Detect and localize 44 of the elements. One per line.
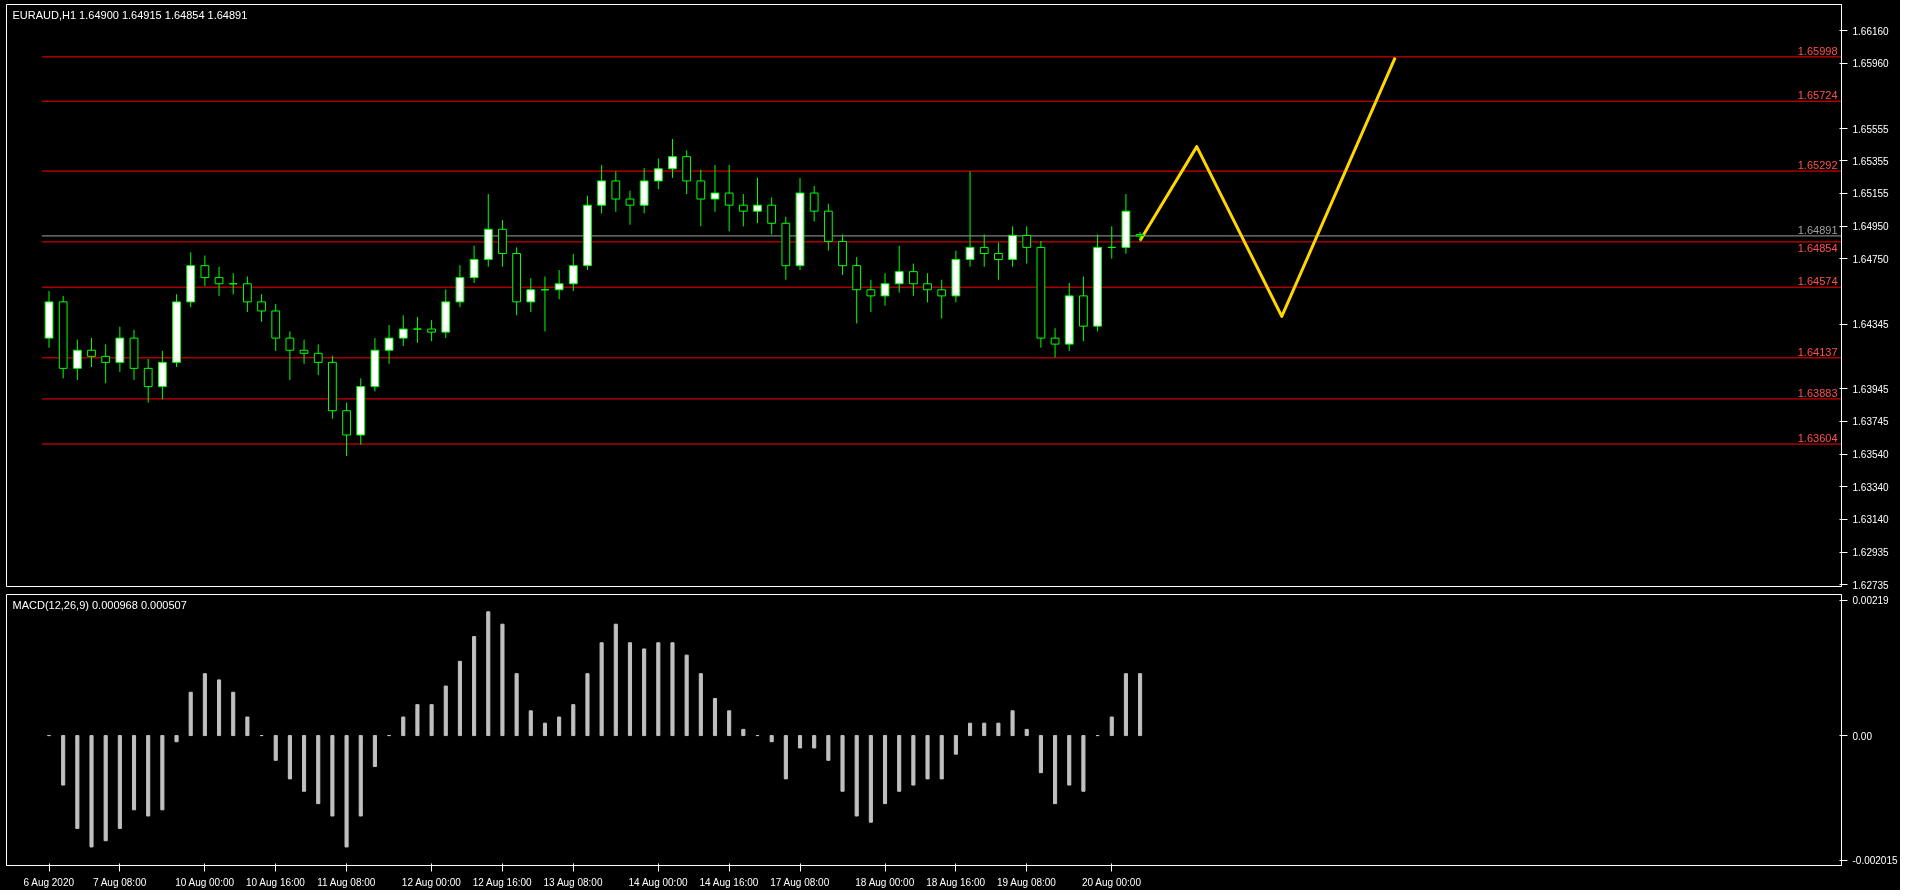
y-tick-label: 1.63745 — [1852, 416, 1890, 428]
ref-line-label: 1.65998 — [1797, 44, 1838, 57]
y-tick-label: 1.65355 — [1852, 155, 1890, 167]
ref-line-label: 1.65724 — [1797, 89, 1838, 102]
ref-line-label: 1.63604 — [1797, 432, 1838, 445]
x-tick-label: 10 Aug 00:00 — [175, 876, 235, 888]
ref-line-label: 1.64854 — [1797, 241, 1838, 254]
x-tick-label: 17 Aug 08:00 — [770, 876, 830, 888]
x-tick-label: 7 Aug 08:00 — [92, 876, 147, 888]
ref-line-label: 1.64574 — [1797, 275, 1838, 288]
x-tick-label: 6 Aug 2020 — [23, 876, 75, 888]
y-tick-label: 1.64750 — [1852, 253, 1890, 265]
x-tick-label: 20 Aug 00:00 — [1082, 876, 1142, 888]
ref-line-label: 1.65292 — [1797, 159, 1838, 172]
x-tick-label: 14 Aug 00:00 — [628, 876, 688, 888]
x-tick-label: 11 Aug 08:00 — [317, 876, 376, 888]
ref-line-label: 1.63883 — [1797, 386, 1838, 399]
y-tick-label: 1.63340 — [1852, 481, 1890, 493]
y-tick-label: 1.64345 — [1852, 319, 1890, 331]
x-tick-label: 13 Aug 08:00 — [543, 876, 603, 888]
y-tick-label: 1.65155 — [1852, 188, 1890, 200]
y-tick-label: 1.62935 — [1852, 547, 1890, 559]
x-tick-label: 18 Aug 16:00 — [926, 876, 986, 888]
y-tick-label: 1.66160 — [1852, 25, 1890, 37]
y-tick-label: 0.00 — [1852, 730, 1873, 742]
ref-line-label: 1.64891 — [1797, 223, 1838, 236]
x-tick-label: 10 Aug 16:00 — [245, 876, 306, 888]
x-tick-label: 14 Aug 16:00 — [699, 876, 759, 888]
y-tick-label: -0.002015 — [1852, 855, 1898, 867]
ref-line-label: 1.64137 — [1797, 345, 1838, 358]
y-tick-label: 0.00219 — [1852, 595, 1890, 607]
y-tick-label: 1.63140 — [1852, 514, 1890, 526]
y-tick-label: 1.62735 — [1852, 579, 1890, 591]
chart-title: EURAUD,H1 1.64900 1.64915 1.64854 1.64891 — [12, 8, 248, 21]
x-tick-label: 12 Aug 16:00 — [472, 876, 533, 888]
x-tick-label: 18 Aug 00:00 — [855, 876, 915, 888]
y-tick-label: 1.65960 — [1852, 58, 1890, 70]
x-tick-label: 12 Aug 00:00 — [401, 876, 462, 888]
y-tick-label: 1.65555 — [1852, 123, 1890, 135]
y-tick-label: 1.63540 — [1852, 449, 1890, 461]
x-tick-label: 19 Aug 08:00 — [996, 876, 1057, 888]
chart-title: MACD(12,26,9) 0.000968 0.000507 — [12, 598, 187, 611]
y-tick-label: 1.63945 — [1852, 383, 1890, 395]
y-tick-label: 1.64950 — [1852, 221, 1890, 233]
